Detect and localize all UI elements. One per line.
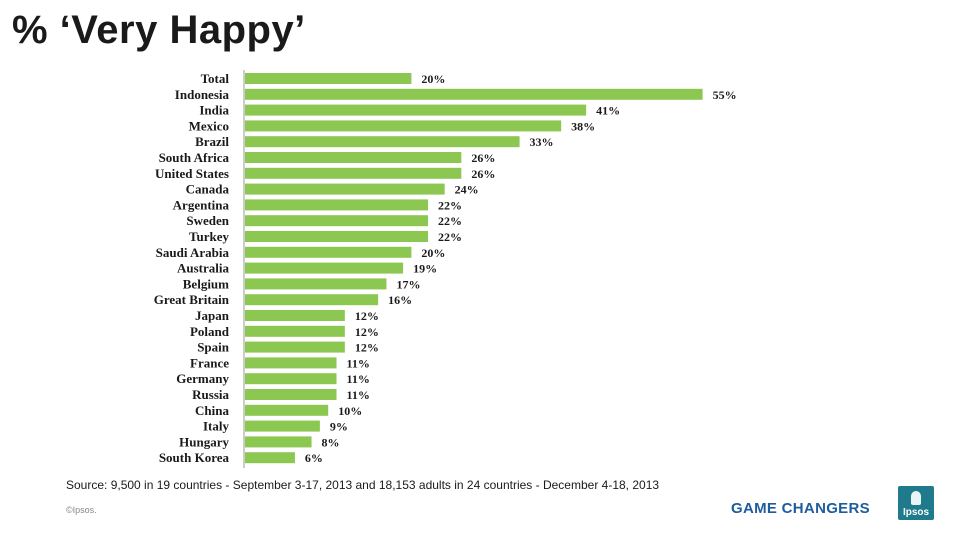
value-label-japan: 12% [355, 309, 379, 323]
value-label-italy: 9% [330, 420, 348, 434]
category-label-spain: Spain [197, 340, 230, 355]
source-note: Source: 9,500 in 19 countries - Septembe… [66, 478, 660, 492]
category-label-great-britain: Great Britain [154, 292, 230, 307]
bar-china [245, 404, 329, 416]
value-label-saudi-arabia: 20% [421, 246, 445, 260]
bar-australia [245, 262, 404, 274]
value-label-germany: 11% [347, 372, 370, 386]
page-title: % ‘Very Happy’ [12, 8, 306, 52]
game-changers-tagline: GAME CHANGERS [731, 500, 870, 517]
category-label-russia: Russia [192, 387, 229, 402]
category-label-indonesia: Indonesia [175, 87, 230, 102]
category-label-germany: Germany [176, 371, 229, 386]
bar-sweden [245, 215, 429, 227]
bar-south-korea [245, 452, 295, 464]
category-label-hungary: Hungary [179, 434, 229, 449]
value-label-turkey: 22% [438, 230, 462, 244]
value-label-united-states: 26% [471, 167, 495, 181]
value-label-great-britain: 16% [388, 293, 412, 307]
bar-japan [245, 310, 345, 321]
bar-canada [245, 183, 445, 195]
category-label-united-states: United States [155, 166, 229, 181]
bar-argentina [245, 199, 429, 211]
value-label-south-africa: 26% [471, 151, 495, 165]
bar-india [245, 104, 587, 116]
value-label-mexico: 38% [571, 119, 595, 133]
value-label-sweden: 22% [438, 214, 462, 228]
bar-great-britain [245, 294, 379, 306]
category-label-total: Total [201, 71, 230, 86]
category-label-belgium: Belgium [183, 276, 229, 291]
category-label-south-africa: South Africa [159, 150, 230, 165]
value-label-russia: 11% [347, 388, 370, 402]
category-label-mexico: Mexico [189, 118, 229, 133]
bar-france [245, 357, 337, 369]
value-label-argentina: 22% [438, 198, 462, 212]
ipsos-logo-icon [911, 491, 921, 505]
category-label-japan: Japan [195, 308, 230, 323]
bar-mexico [245, 120, 562, 132]
value-label-china: 10% [338, 404, 362, 418]
value-label-france: 11% [347, 356, 370, 370]
category-label-sweden: Sweden [186, 213, 229, 228]
category-label-argentina: Argentina [173, 197, 230, 212]
category-label-turkey: Turkey [189, 229, 229, 244]
value-label-spain: 12% [355, 341, 379, 355]
category-label-canada: Canada [186, 182, 230, 197]
bar-spain [245, 341, 345, 353]
value-label-belgium: 17% [396, 277, 420, 291]
category-label-australia: Australia [177, 261, 230, 276]
bar-indonesia [245, 88, 703, 100]
ipsos-logo-text: Ipsos [902, 507, 930, 518]
value-label-canada: 24% [455, 183, 479, 197]
bar-turkey [245, 231, 429, 242]
value-label-hungary: 8% [322, 435, 340, 449]
bar-total [245, 73, 412, 84]
category-label-south-korea: South Korea [159, 450, 230, 465]
category-label-india: India [199, 103, 229, 118]
category-label-saudi-arabia: Saudi Arabia [156, 245, 230, 260]
bar-south-africa [245, 152, 462, 163]
category-label-france: France [190, 355, 229, 370]
ipsos-logo: Ipsos [898, 486, 934, 520]
bar-hungary [245, 436, 312, 448]
category-label-poland: Poland [190, 324, 230, 339]
bar-saudi-arabia [245, 246, 412, 258]
bar-poland [245, 325, 345, 337]
value-label-australia: 19% [413, 262, 437, 276]
bar-belgium [245, 278, 387, 290]
bar-united-states [245, 167, 462, 179]
category-label-brazil: Brazil [195, 134, 229, 149]
value-label-total: 20% [421, 72, 445, 86]
value-label-india: 41% [596, 104, 620, 118]
value-label-poland: 12% [355, 325, 379, 339]
bar-brazil [245, 136, 520, 148]
bar-germany [245, 373, 337, 385]
value-label-south-korea: 6% [305, 451, 323, 465]
value-label-brazil: 33% [530, 135, 554, 149]
category-label-italy: Italy [203, 419, 230, 434]
bar-italy [245, 420, 320, 432]
bar-russia [245, 389, 337, 400]
value-label-indonesia: 55% [713, 88, 737, 102]
copyright: ©Ipsos. [66, 505, 97, 515]
category-label-china: China [195, 403, 229, 418]
